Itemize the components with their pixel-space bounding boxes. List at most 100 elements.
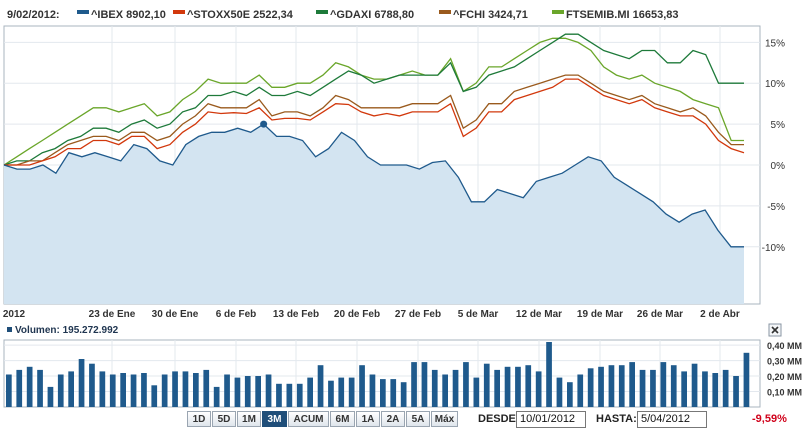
legend-swatch bbox=[77, 10, 89, 14]
volume-bar bbox=[567, 382, 573, 407]
volume-bar bbox=[587, 368, 594, 407]
volume-bar bbox=[431, 369, 438, 407]
legend: 9/02/2012: ^IBEX 8902,10 ^STOXX50E 2522,34… bbox=[4, 4, 804, 24]
volume-bar bbox=[16, 369, 23, 407]
volume-bar bbox=[286, 383, 293, 407]
volume-bar bbox=[213, 386, 220, 407]
volume-bar bbox=[130, 374, 137, 407]
volume-bar bbox=[172, 371, 178, 407]
y-tick-label: -10% bbox=[762, 243, 785, 254]
volume-header-bg bbox=[4, 322, 767, 338]
chart-svg: 9/02/2012: ^IBEX 8902,10 ^STOXX50E 2522,34… bbox=[2, 4, 804, 408]
range-button-1d[interactable]: 1D bbox=[187, 411, 211, 427]
volume-tick-label: 0,40 MM bbox=[767, 341, 802, 351]
legend-swatch bbox=[316, 10, 328, 14]
volume-bar bbox=[109, 374, 116, 407]
ibex-area bbox=[4, 124, 744, 304]
volume-swatch bbox=[7, 327, 12, 332]
x-tick-label: 19 de Mar bbox=[577, 309, 623, 320]
volume-tick-label: 0,10 MM bbox=[767, 388, 802, 398]
volume-bar bbox=[650, 369, 656, 407]
x-tick-label: 23 de Ene bbox=[89, 309, 136, 320]
volume-bar bbox=[224, 374, 230, 407]
volume-bar bbox=[660, 362, 667, 407]
volume-bar bbox=[338, 377, 345, 407]
range-button-3m[interactable]: 3M bbox=[262, 411, 287, 427]
volume-bar bbox=[37, 369, 43, 407]
volume-bar bbox=[483, 363, 490, 407]
x-tick-label: 27 de Feb bbox=[395, 309, 441, 320]
volume-bar bbox=[89, 363, 95, 407]
desde-label: DESDE: bbox=[478, 413, 520, 425]
volume-bar bbox=[743, 352, 750, 407]
volume-bar bbox=[733, 376, 739, 407]
volume-bar bbox=[546, 342, 552, 407]
legend-item: ^FCHI 3424,71 bbox=[453, 9, 528, 21]
volume-bar bbox=[618, 365, 625, 407]
volume-tick-label: 0,30 MM bbox=[767, 357, 802, 367]
volume-bar bbox=[494, 369, 500, 407]
legend-swatch bbox=[439, 10, 451, 14]
price-chart: 15% 10% 5% 0% -5% -10% 2012 23 de Ene 30 de Ene 6… bbox=[3, 25, 785, 320]
volume-bar bbox=[442, 374, 448, 407]
period-change: -9,59% bbox=[752, 413, 787, 425]
volume-bar bbox=[463, 362, 469, 407]
volume-bar bbox=[193, 373, 199, 407]
volume-bar bbox=[57, 374, 64, 407]
x-tick-label: 2 de Abr bbox=[700, 309, 740, 320]
x-tick-label: 5 de Mar bbox=[458, 309, 499, 320]
legend-item: ^STOXX50E 2522,34 bbox=[187, 9, 294, 21]
legend-swatch bbox=[173, 10, 185, 14]
volume-bar bbox=[307, 377, 313, 407]
range-button-1a[interactable]: 1A bbox=[356, 411, 380, 427]
x-tick-label: 30 de Ene bbox=[152, 309, 199, 320]
legend-item: FTSEMIB.MI 16653,83 bbox=[566, 9, 679, 21]
range-button-5d[interactable]: 5D bbox=[212, 411, 236, 427]
volume-bar bbox=[598, 366, 604, 407]
range-button-2a[interactable]: 2A bbox=[381, 411, 405, 427]
volume-bar bbox=[255, 376, 261, 407]
range-button-máx[interactable]: Máx bbox=[431, 411, 458, 427]
close-icon bbox=[771, 326, 779, 334]
close-volume-button[interactable] bbox=[768, 323, 782, 337]
volume-bar bbox=[244, 376, 251, 407]
volume-bar bbox=[203, 369, 210, 407]
volume-tick-label: 0,20 MM bbox=[767, 372, 802, 382]
volume-bar bbox=[452, 369, 459, 407]
volume-bar bbox=[535, 371, 542, 407]
volume-bar bbox=[26, 366, 33, 407]
volume-bar bbox=[380, 379, 386, 407]
volume-bar bbox=[608, 365, 615, 407]
hover-marker bbox=[260, 120, 268, 128]
volume-bar bbox=[525, 365, 532, 407]
volume-bar bbox=[681, 371, 687, 407]
volume-bar bbox=[6, 374, 12, 407]
y-tick-label: -5% bbox=[767, 202, 785, 213]
desde-input[interactable]: 10/01/2012 bbox=[516, 411, 586, 428]
volume-bar bbox=[577, 374, 584, 407]
y-tick-label: 15% bbox=[765, 38, 785, 49]
volume-bar bbox=[390, 379, 397, 407]
volume-bar bbox=[276, 383, 282, 407]
volume-bar bbox=[234, 377, 241, 407]
volume-bar bbox=[515, 366, 521, 407]
hasta-input[interactable]: 5/04/2012 bbox=[637, 411, 707, 428]
volume-bar bbox=[691, 363, 698, 407]
range-button-5a[interactable]: 5A bbox=[406, 411, 430, 427]
x-tick-label: 12 de Mar bbox=[516, 309, 562, 320]
legend-item: ^IBEX 8902,10 bbox=[91, 9, 166, 21]
volume-bar bbox=[473, 377, 480, 407]
volume-bar bbox=[359, 365, 365, 407]
range-button-acum[interactable]: ACUM bbox=[288, 411, 329, 427]
volume-bar bbox=[702, 371, 708, 407]
volume-bar bbox=[78, 359, 85, 407]
range-button-1m[interactable]: 1M bbox=[237, 411, 261, 427]
range-button-6m[interactable]: 6M bbox=[330, 411, 355, 427]
x-tick-label: 20 de Feb bbox=[334, 309, 380, 320]
series-line-ftsemibmi bbox=[3, 37, 744, 166]
legend-date: 9/02/2012: bbox=[7, 9, 60, 21]
volume-bar bbox=[182, 371, 189, 407]
volume-bar bbox=[712, 373, 719, 407]
volume-bar bbox=[421, 362, 428, 407]
volume-bar bbox=[141, 373, 147, 407]
